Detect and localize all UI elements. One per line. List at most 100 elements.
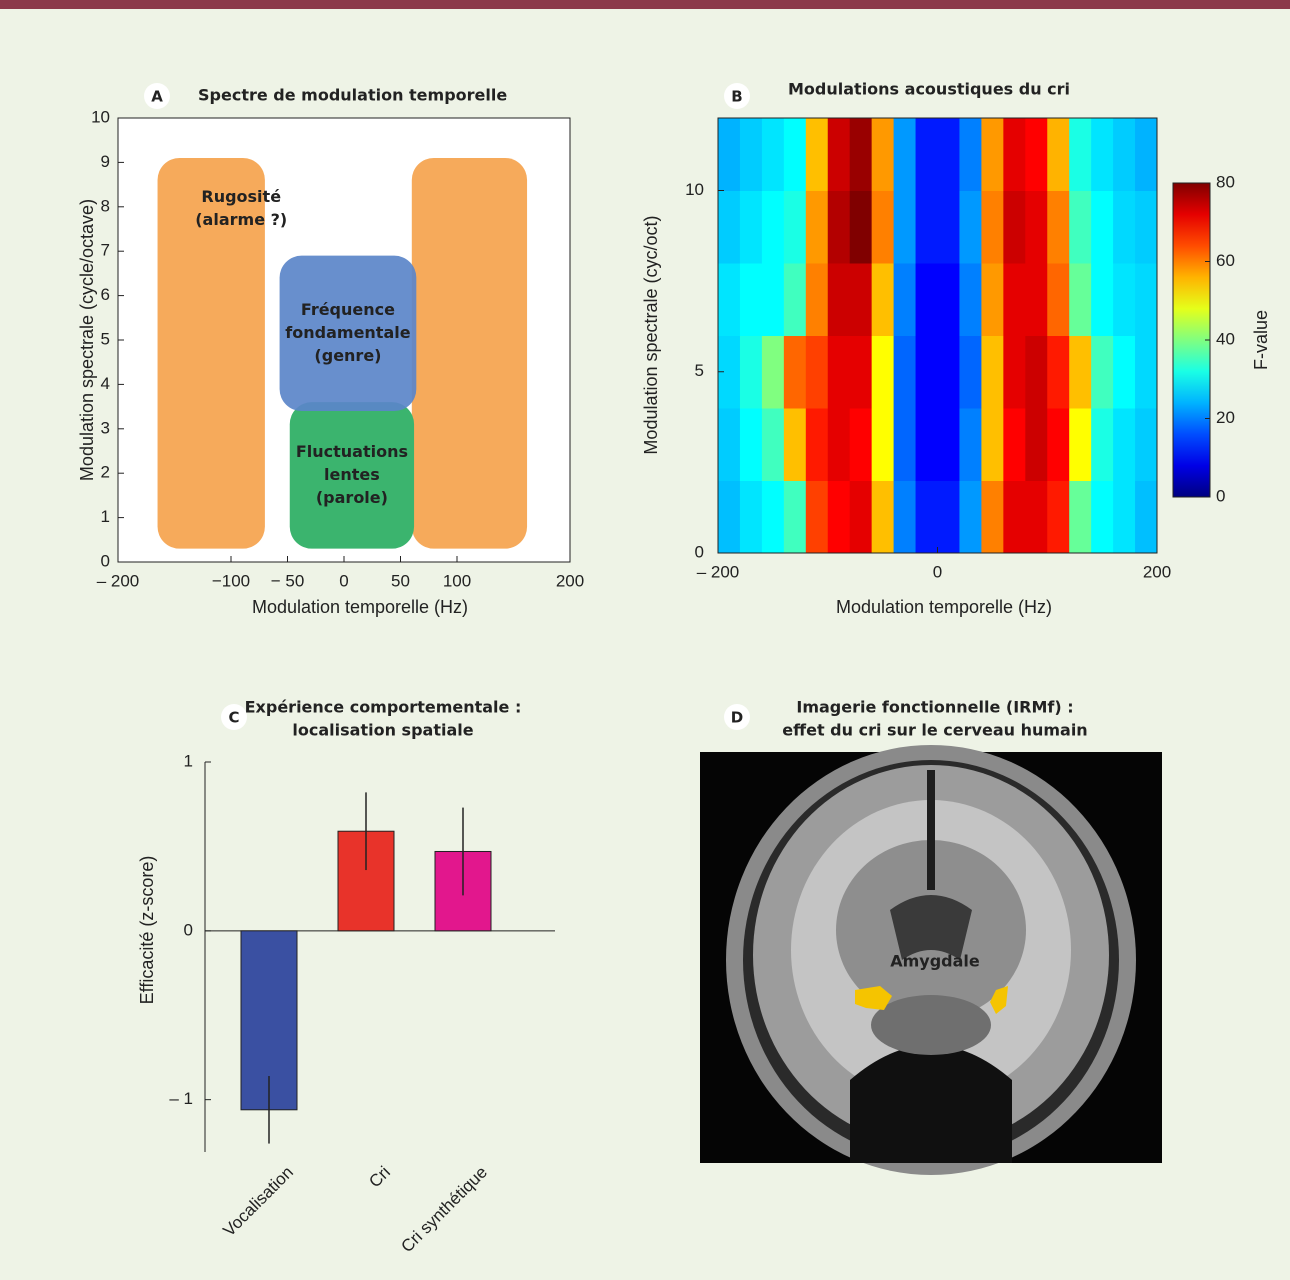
panel-letter: C: [228, 709, 239, 727]
x-tick-label: − 50: [271, 571, 305, 590]
y-tick-label: 4: [101, 374, 110, 393]
y-tick-label: 7: [101, 241, 110, 260]
region-label: Fréquence: [301, 300, 395, 319]
y-tick-label: 9: [101, 152, 110, 171]
y-tick-label: – 1: [169, 1089, 193, 1108]
heatmap-cell: [828, 481, 850, 554]
region-label: Rugosité: [201, 187, 281, 206]
heatmap-cell: [806, 263, 828, 336]
heatmap-cell: [894, 191, 916, 264]
heatmap-cell: [784, 408, 806, 481]
heatmap-cell: [1003, 481, 1025, 554]
heatmap-cell: [959, 118, 981, 191]
heatmap-cell: [1025, 336, 1047, 409]
y-tick-label: 6: [101, 285, 110, 304]
heatmap-cell: [762, 481, 784, 554]
heatmap-cell: [938, 118, 960, 191]
colorbar-tick-label: 20: [1216, 408, 1235, 427]
heatmap-cell: [718, 263, 740, 336]
heatmap-cell: [740, 336, 762, 409]
x-tick-label: 200: [1143, 562, 1171, 581]
x-tick-label: – 200: [697, 562, 740, 581]
heatmap-cell: [959, 408, 981, 481]
heatmap-cell: [916, 191, 938, 264]
heatmap-cell: [1069, 118, 1091, 191]
heatmap-cell: [718, 118, 740, 191]
heatmap-cell: [916, 408, 938, 481]
heatmap-cell: [718, 191, 740, 264]
panel-title: Imagerie fonctionnelle (IRMf) :: [796, 698, 1073, 717]
heatmap-cell: [806, 481, 828, 554]
heatmap-cell: [916, 263, 938, 336]
heatmap-cell: [959, 263, 981, 336]
heatmap-cell: [1047, 118, 1069, 191]
heatmap-cell: [1091, 263, 1113, 336]
region-label: lentes: [324, 465, 380, 484]
x-axis-label: Modulation temporelle (Hz): [252, 597, 468, 617]
heatmap-cell: [850, 263, 872, 336]
heatmap-cell: [938, 408, 960, 481]
heatmap-cell: [981, 263, 1003, 336]
heatmap-cell: [1135, 481, 1157, 554]
heatmap-cell: [1069, 408, 1091, 481]
heatmap-cell: [828, 336, 850, 409]
heatmap-cell: [916, 336, 938, 409]
x-tick-label: −100: [212, 571, 250, 590]
heatmap-cell: [828, 118, 850, 191]
heatmap-cell: [740, 118, 762, 191]
heatmap-cell: [1113, 263, 1135, 336]
heatmap-cell: [1091, 408, 1113, 481]
y-tick-label: 10: [685, 180, 704, 199]
heatmap-cell: [1069, 336, 1091, 409]
y-axis-label: Modulation spectrale (cycle/octave): [77, 199, 97, 481]
heatmap-cell: [1113, 336, 1135, 409]
region-label: Fluctuations: [296, 442, 408, 461]
heatmap-cell: [1113, 118, 1135, 191]
heatmap-cell: [762, 191, 784, 264]
heatmap-cell: [806, 336, 828, 409]
y-tick-label: 0: [695, 542, 704, 561]
y-tick-label: 5: [695, 361, 704, 380]
x-axis-label: Modulation temporelle (Hz): [836, 597, 1052, 617]
y-tick-label: 3: [101, 418, 110, 437]
heatmap-cell: [981, 336, 1003, 409]
heatmap-cell: [938, 481, 960, 554]
heatmap-cell: [872, 481, 894, 554]
heatmap-cell: [1047, 191, 1069, 264]
x-tick-label: 0: [339, 571, 348, 590]
heatmap-cell: [850, 336, 872, 409]
heatmap-cell: [850, 191, 872, 264]
heatmap-cell: [1135, 336, 1157, 409]
heatmap-cell: [828, 408, 850, 481]
heatmap-cell: [894, 118, 916, 191]
heatmap-cell: [959, 481, 981, 554]
region-label: fondamentale: [285, 323, 410, 342]
heatmap-cell: [1135, 263, 1157, 336]
heatmap-cell: [872, 118, 894, 191]
heatmap-cell: [1091, 191, 1113, 264]
y-axis-label: Modulation spectrale (cyc/oct): [641, 215, 661, 454]
heatmap-cell: [1069, 481, 1091, 554]
heatmap-cell: [762, 408, 784, 481]
heatmap-cell: [894, 263, 916, 336]
heatmap-cell: [1091, 118, 1113, 191]
colorbar-tick-label: 60: [1216, 251, 1235, 270]
heatmap-cell: [1025, 408, 1047, 481]
chart-title: Expérience comportementale :: [245, 698, 522, 717]
y-tick-label: 8: [101, 196, 110, 215]
heatmap-cell: [916, 118, 938, 191]
region-label: (parole): [316, 488, 388, 507]
x-tick-label: 200: [556, 571, 584, 590]
x-tick-label: 100: [443, 571, 471, 590]
chart-title: localisation spatiale: [292, 721, 473, 740]
heatmap-cell: [1025, 118, 1047, 191]
panel-letter: B: [731, 88, 742, 106]
colorbar-tick-label: 0: [1216, 486, 1225, 505]
heatmap-cell: [1113, 191, 1135, 264]
heatmap-cell: [916, 481, 938, 554]
x-tick-label: Cri synthétique: [397, 1163, 491, 1257]
heatmap-cell: [894, 408, 916, 481]
heatmap-cell: [762, 263, 784, 336]
heatmap-cell: [1069, 191, 1091, 264]
panel-title: effet du cri sur le cerveau humain: [782, 721, 1087, 740]
